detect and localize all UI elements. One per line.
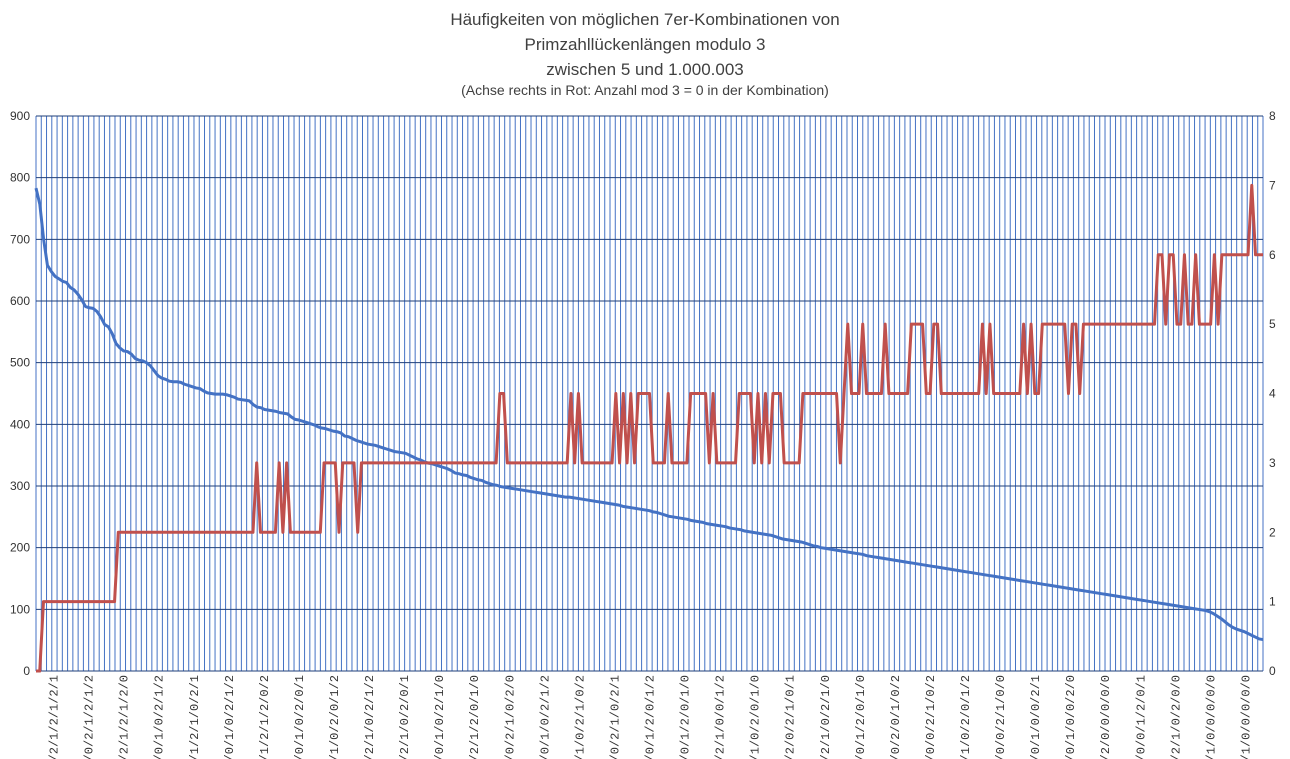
y-left-tick-label: 400 bbox=[10, 417, 30, 431]
x-tick-label: 0/2/1/2/1/2/0 bbox=[118, 675, 132, 759]
x-tick-label: 2/1/0/2/0/1/2 bbox=[328, 675, 342, 759]
y-left-tick-label: 800 bbox=[10, 171, 30, 185]
x-tick-label: 0/2/1/0/2/0/1 bbox=[398, 675, 412, 759]
y-right-tick-label: 7 bbox=[1269, 178, 1276, 192]
series-line-red bbox=[36, 183, 1263, 673]
x-tick-label: 1/0/2/1/0/2/0 bbox=[503, 675, 517, 759]
x-tick-label: 2/0/1/0/2/1/2 bbox=[153, 675, 167, 759]
x-tick-label: 0/2/1/0/2/1/0 bbox=[819, 675, 833, 759]
y-axis-left: 0 100 200 300 400 500 600 700 800 900 bbox=[10, 109, 30, 678]
y-right-tick-label: 4 bbox=[1269, 387, 1276, 401]
y-left-tick-label: 200 bbox=[10, 541, 30, 555]
x-tick-label: 1/2/1/2/1/2/1 bbox=[48, 675, 62, 759]
y-right-tick-label: 5 bbox=[1269, 317, 1276, 331]
chart-title-line-3: zwischen 5 und 1.000.003 bbox=[546, 60, 744, 79]
x-tick-label: 2/1/2/1/2/0/2 bbox=[258, 675, 272, 759]
x-tick-label: 1/0/1/2/0/1/2 bbox=[644, 675, 658, 759]
series-line-blue bbox=[34, 187, 1264, 642]
y-left-tick-label: 700 bbox=[10, 232, 30, 246]
y-right-tick-label: 3 bbox=[1269, 456, 1276, 470]
x-tick-label: 2/0/1/0/0/2/1 bbox=[1029, 675, 1043, 759]
x-tick-label: 2/1/0/2/0/1/0 bbox=[749, 675, 763, 759]
x-tick-label: 2/0/1/0/2/0/1 bbox=[293, 675, 307, 759]
x-tick-label: 0/1/0/2/1/0/2 bbox=[573, 675, 587, 759]
x-tick-label: 2/0/1/2/0/1/0 bbox=[854, 675, 868, 759]
x-tick-label: 0/0/0/2/1/0/0 bbox=[994, 675, 1008, 759]
x-tick-label: 1/0/0/2/1/0/2 bbox=[924, 675, 938, 759]
x-tick-label: 0/1/2/1/0/2/1 bbox=[188, 675, 202, 759]
y-left-tick-label: 900 bbox=[10, 109, 30, 123]
x-tick-label: 0/0/0/1/2/0/1 bbox=[1134, 675, 1148, 759]
y-left-tick-label: 0 bbox=[23, 664, 30, 678]
x-tick-label: 1/0/2/1/2/1/2 bbox=[83, 675, 97, 759]
y-left-tick-label: 500 bbox=[10, 356, 30, 370]
y-right-tick-label: 6 bbox=[1269, 248, 1276, 262]
x-tick-label: 1/2/0/2/1/0/1 bbox=[784, 675, 798, 759]
x-tick-label: 1/0/2/1/0/2/1 bbox=[608, 675, 622, 759]
chart-subtitle: (Achse rechts in Rot: Anzahl mod 3 = 0 i… bbox=[461, 82, 829, 98]
y-right-tick-label: 2 bbox=[1269, 525, 1276, 539]
x-tick-label: 1/2/0/0/0/0/0 bbox=[1099, 675, 1113, 759]
y-right-tick-label: 8 bbox=[1269, 109, 1276, 123]
chart-title-line-1: Häufigkeiten von möglichen 7er-Kombinati… bbox=[450, 10, 840, 29]
x-tick-label: 2/0/1/0/2/1/0 bbox=[433, 675, 447, 759]
x-tick-label: 0/2/1/0/0/1/2 bbox=[714, 675, 728, 759]
x-tick-label: 0/1/0/2/0/1/2 bbox=[959, 675, 973, 759]
x-tick-label: 0/2/1/0/2/1/2 bbox=[363, 675, 377, 759]
y-right-tick-label: 1 bbox=[1269, 595, 1276, 609]
x-tick-label: 0/2/1/0/2/0/0 bbox=[1169, 675, 1183, 759]
y-left-tick-label: 600 bbox=[10, 294, 30, 308]
series-lines bbox=[34, 183, 1264, 673]
x-tick-label: 2/0/1/0/2/1/2 bbox=[538, 675, 552, 759]
chart-title-line-2: Primzahllückenlängen modulo 3 bbox=[524, 35, 766, 54]
x-tick-label: 0/2/1/2/0/1/0 bbox=[468, 675, 482, 759]
x-tick-label: 2/1/0/0/0/0/0 bbox=[1204, 675, 1218, 759]
y-left-tick-label: 300 bbox=[10, 479, 30, 493]
x-tick-label: 0/1/0/0/0/0/0 bbox=[1239, 675, 1253, 759]
horizontal-gridlines bbox=[36, 115, 1263, 672]
x-axis-labels: 1/2/1/2/1/2/1 1/0/2/1/2/1/2 0/2/1/2/1/2/0 2… bbox=[48, 675, 1254, 759]
y-left-tick-label: 100 bbox=[10, 602, 30, 616]
y-right-tick-label: 0 bbox=[1269, 664, 1276, 678]
x-tick-label: 1/0/2/0/1/0/2 bbox=[889, 675, 903, 759]
x-tick-label: 2/0/1/2/0/1/0 bbox=[679, 675, 693, 759]
x-tick-label: 2/0/1/0/2/1/2 bbox=[223, 675, 237, 759]
x-tick-label: 0/0/1/0/0/2/0 bbox=[1064, 675, 1078, 759]
y-axis-right: 0 1 2 3 4 5 6 7 8 bbox=[1269, 109, 1276, 678]
